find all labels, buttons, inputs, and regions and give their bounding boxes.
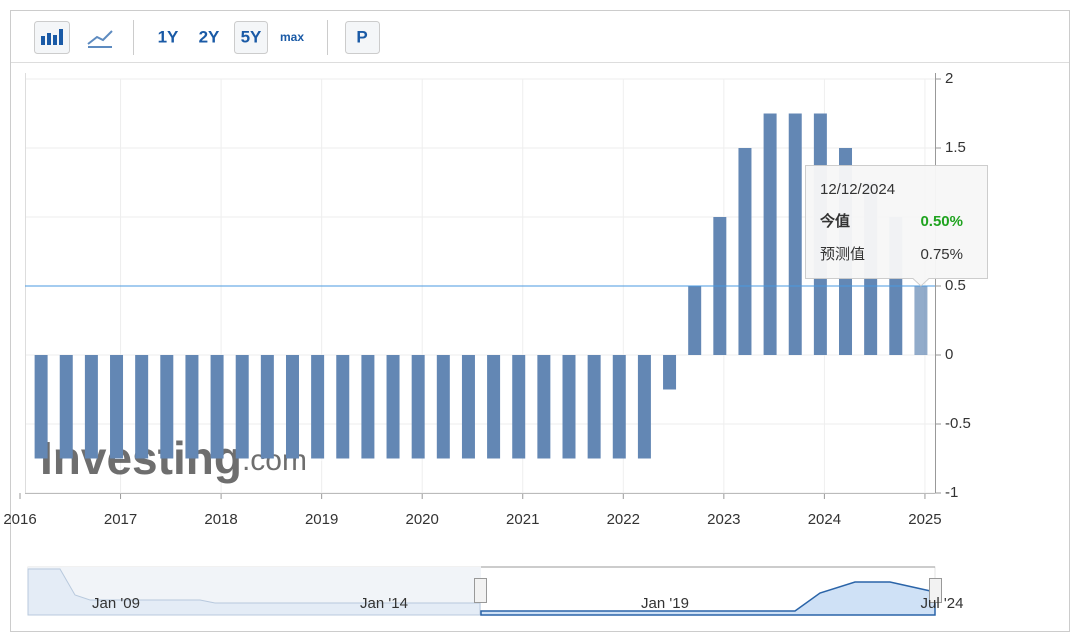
bar	[185, 355, 199, 459]
bar	[260, 355, 274, 459]
bar	[235, 355, 249, 459]
bar	[461, 355, 475, 459]
tooltip-box	[805, 165, 988, 287]
bar	[562, 355, 576, 459]
range-button[interactable]: max	[280, 30, 304, 44]
bar	[763, 113, 777, 355]
p-button-label: P	[356, 27, 367, 46]
navigator-label: Jul '24	[921, 595, 964, 612]
x-tick-label: 2025	[908, 511, 941, 528]
bar-icon	[41, 29, 63, 45]
bar	[537, 355, 551, 459]
navigator-area	[27, 568, 481, 616]
bar	[135, 355, 149, 459]
range-button[interactable]: 1Y	[158, 27, 179, 46]
y-tick-label: -1	[945, 484, 958, 501]
navigator-label: Jan '09	[92, 595, 140, 612]
frame	[10, 10, 1070, 632]
navigator-handle[interactable]	[929, 578, 942, 603]
range-button[interactable]: 2Y	[199, 27, 220, 46]
bar	[84, 355, 98, 459]
navigator-label: Jan '14	[360, 595, 408, 612]
tooltip-actual: 0.50%	[920, 213, 963, 230]
tooltip-date: 12/12/2024	[820, 181, 895, 198]
y-tick-label: 0	[945, 346, 953, 363]
bar	[487, 355, 501, 459]
tooltip-forecast-name: 预测值	[820, 246, 865, 263]
x-tick-label: 2016	[3, 511, 36, 528]
y-tick-label: 2	[945, 70, 953, 87]
bar	[788, 113, 802, 355]
watermark: Investing.com	[30, 425, 322, 484]
x-tick-label: 2019	[305, 511, 338, 528]
navigator-label: Jan '19	[641, 595, 689, 612]
tooltip: 12/12/2024 今值 0.50% 预测值 0.75%	[25, 165, 988, 287]
bar	[637, 355, 651, 459]
y-tick-label: -0.5	[945, 415, 971, 432]
range-button[interactable]: 5Y	[241, 27, 262, 46]
bar	[436, 355, 450, 459]
x-tick-label: 2022	[607, 511, 640, 528]
tooltip-actual-name: 今值	[819, 212, 850, 230]
bar	[160, 355, 174, 459]
navigator-handle[interactable]	[474, 578, 487, 603]
axes: -1-0.500.511.522016201720182019202020212…	[3, 70, 971, 528]
line-chart-button[interactable]	[87, 30, 113, 48]
p-button[interactable]	[345, 21, 380, 54]
x-tick-label: 2018	[204, 511, 237, 528]
bar	[311, 355, 325, 459]
y-tick-label: 0.5	[945, 277, 966, 294]
bar	[738, 148, 752, 355]
bar	[361, 355, 375, 459]
bar	[59, 355, 73, 459]
bar	[914, 286, 928, 355]
bar	[110, 355, 124, 459]
selected-range	[234, 21, 268, 54]
bar-chart-button[interactable]	[34, 21, 70, 54]
bar	[663, 355, 677, 390]
x-tick-label: 2024	[808, 511, 841, 528]
x-tick-label: 2023	[707, 511, 740, 528]
navigator: Jan '09 Jan '14 Jan '19 Jul '24	[27, 566, 964, 616]
bar	[688, 286, 702, 355]
bar	[285, 355, 299, 459]
navigator-area-selected	[480, 581, 936, 616]
bar	[612, 355, 626, 459]
bar	[411, 355, 425, 459]
x-tick-label: 2020	[406, 511, 439, 528]
y-tick-label: 1.5	[945, 139, 966, 156]
bar	[34, 355, 48, 459]
bar	[512, 355, 526, 459]
toolbar: 1Y 2Y 5Y max P	[34, 20, 380, 55]
tooltip-forecast: 0.75%	[920, 246, 963, 263]
x-tick-label: 2017	[104, 511, 137, 528]
bar	[386, 355, 400, 459]
x-tick-label: 2021	[506, 511, 539, 528]
bar	[336, 355, 350, 459]
bar	[587, 355, 601, 459]
bar	[210, 355, 224, 459]
